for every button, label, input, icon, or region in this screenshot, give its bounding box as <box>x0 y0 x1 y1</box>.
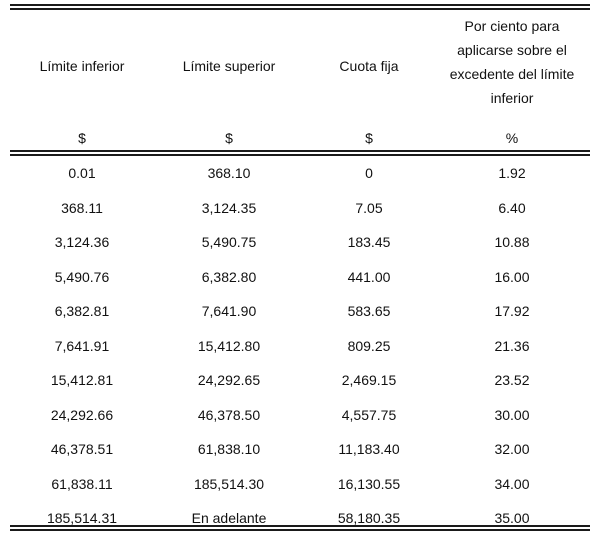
unit-fixed-fee: $ <box>365 130 373 146</box>
cell-percent: 21.36 <box>494 337 530 354</box>
cell-upper-limit: 24,292.65 <box>197 372 261 388</box>
cell-fixed-fee: 809.25 <box>347 337 391 354</box>
table-row: 7,641.91 15,412.80 809.25 21.36 <box>0 329 595 364</box>
cell-upper-limit: 46,378.50 <box>197 406 261 423</box>
cell-fixed-fee: 16,130.55 <box>337 475 401 492</box>
top-rule-inner <box>10 8 590 10</box>
cell-percent: 6.40 <box>498 199 526 216</box>
table-body: 0.01 368.10 0 1.92 368.11 3,124.35 7.05 6.40 3,1… <box>0 156 595 536</box>
cell-fixed-fee: 11,183.40 <box>338 441 400 457</box>
cell-percent: 1.92 <box>498 165 526 181</box>
cell-lower-limit: 185,514.31 <box>46 510 118 526</box>
cell-percent: 35.00 <box>494 510 530 526</box>
header-percent-line: excedente del límite <box>449 66 575 82</box>
cell-lower-limit: 46,378.51 <box>50 441 114 457</box>
table-row: 368.11 3,124.35 7.05 6.40 <box>0 191 595 226</box>
cell-upper-limit: 6,382.80 <box>201 268 257 285</box>
cell-fixed-fee: 441.00 <box>347 268 391 285</box>
table-row: 6,382.81 7,641.90 583.65 17.92 <box>0 294 595 329</box>
top-rule <box>10 4 590 6</box>
cell-fixed-fee: 4,557.75 <box>341 406 397 423</box>
table-row: 46,378.51 61,838.10 11,183.40 32.00 <box>0 432 595 467</box>
cell-lower-limit: 24,292.66 <box>50 406 114 423</box>
cell-percent: 34.00 <box>494 475 530 492</box>
bottom-rule-inner <box>10 529 590 531</box>
table-row: 3,124.36 5,490.75 183.45 10.88 <box>0 225 595 260</box>
cell-percent: 32.00 <box>494 441 530 457</box>
cell-lower-limit: 61,838.11 <box>51 475 113 492</box>
cell-lower-limit: 5,490.76 <box>54 268 110 285</box>
cell-fixed-fee: 2,469.15 <box>341 372 397 388</box>
header-percent-line: inferior <box>490 90 534 106</box>
header-upper-limit: Límite superior <box>182 58 276 74</box>
table-row: 5,490.76 6,382.80 441.00 16.00 <box>0 260 595 295</box>
header-percent-line: Por ciento para <box>464 18 560 34</box>
table-row: 61,838.11 185,514.30 16,130.55 34.00 <box>0 467 595 502</box>
header-fixed-fee: Cuota fija <box>339 58 399 74</box>
table-row: 185,514.31 En adelante 58,180.35 35.00 <box>0 501 595 536</box>
header-rule <box>10 150 590 152</box>
header-percent-line: aplicarse sobre el <box>457 42 567 58</box>
cell-percent: 30.00 <box>494 406 530 423</box>
cell-upper-limit: En adelante <box>191 510 267 526</box>
cell-lower-limit: 368.11 <box>61 199 103 216</box>
cell-lower-limit: 7,641.91 <box>54 337 110 354</box>
cell-upper-limit: 5,490.75 <box>201 234 257 250</box>
cell-fixed-fee: 183.45 <box>347 234 391 250</box>
cell-lower-limit: 6,382.81 <box>54 303 110 319</box>
cell-percent: 17.92 <box>494 303 530 319</box>
cell-percent: 23.52 <box>494 372 530 388</box>
cell-upper-limit: 3,124.35 <box>201 199 257 216</box>
cell-fixed-fee: 0 <box>365 165 373 181</box>
table-row: 15,412.81 24,292.65 2,469.15 23.52 <box>0 363 595 398</box>
cell-fixed-fee: 58,180.35 <box>337 510 401 526</box>
cell-upper-limit: 15,412.80 <box>197 337 261 354</box>
cell-lower-limit: 15,412.81 <box>50 372 114 388</box>
cell-upper-limit: 61,838.10 <box>197 441 261 457</box>
cell-upper-limit: 368.10 <box>207 165 251 181</box>
table-row: 0.01 368.10 0 1.92 <box>0 156 595 191</box>
cell-fixed-fee: 583.65 <box>347 303 391 319</box>
table-row: 24,292.66 46,378.50 4,557.75 30.00 <box>0 398 595 433</box>
header-lower-limit: Límite inferior <box>39 58 125 74</box>
header-rule-inner <box>10 154 590 156</box>
unit-lower-limit: $ <box>78 130 86 146</box>
cell-percent: 10.88 <box>494 234 530 250</box>
cell-lower-limit: 0.01 <box>68 165 96 181</box>
header-percent: Por ciento para aplicarse sobre el exced… <box>434 14 590 110</box>
cell-upper-limit: 7,641.90 <box>201 303 257 319</box>
cell-percent: 16.00 <box>494 268 530 285</box>
cell-upper-limit: 185,514.30 <box>193 475 265 492</box>
unit-percent: % <box>505 130 519 146</box>
unit-upper-limit: $ <box>225 130 233 146</box>
cell-lower-limit: 3,124.36 <box>54 234 110 250</box>
cell-fixed-fee: 7.05 <box>355 199 383 216</box>
bottom-rule <box>10 525 590 527</box>
